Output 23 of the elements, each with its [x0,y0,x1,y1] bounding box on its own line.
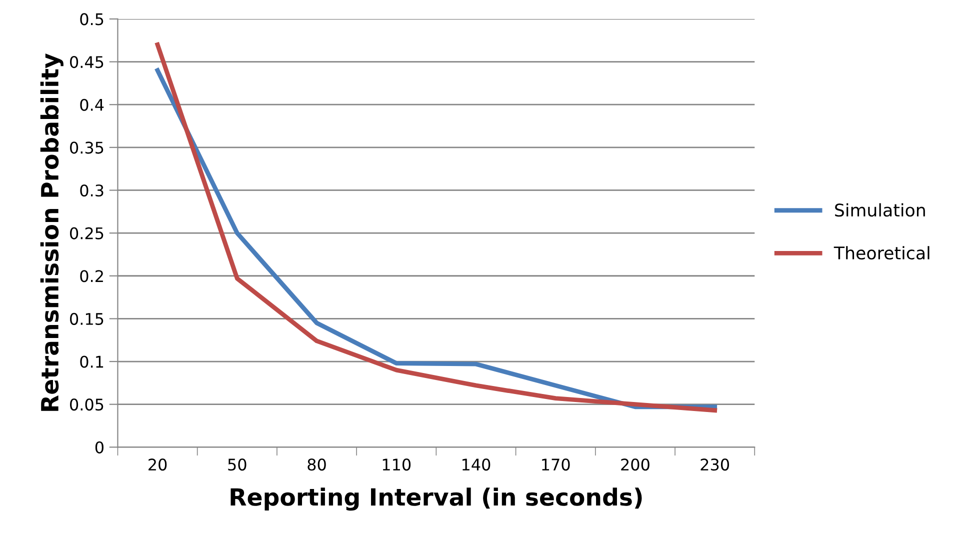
x-tick-label: 140 [462,458,490,471]
x-tick-label: 230 [700,458,730,471]
x-tick-label: 80 [308,458,326,471]
legend-label: Theoretical [834,246,930,260]
x-axis-title: Reporting Interval (in seconds) [230,488,642,511]
y-tick-label: 0.15 [70,312,104,325]
y-tick-label: 0.1 [80,356,104,368]
y-tick-label: 0 [95,441,104,454]
y-tick-label: 0.3 [80,184,104,197]
x-tick-label: 200 [621,458,650,471]
y-tick-label: 0.05 [70,398,104,411]
y-tick-label: 0.25 [70,227,104,240]
y-tick-label: 0.35 [70,142,104,154]
legend-label: Simulation [835,203,925,217]
y-tick-label: 0.4 [80,98,104,111]
x-tick-label: 170 [542,458,570,471]
y-tick-label: 0.45 [70,56,104,68]
y-tick-label: 0.5 [80,13,104,26]
x-tick-label: 20 [148,458,167,471]
x-tick-label: 110 [382,458,411,471]
x-tick-label: 50 [228,458,246,471]
y-axis-title: Retransmission Probability [40,54,64,411]
y-tick-label: 0.2 [80,270,103,282]
